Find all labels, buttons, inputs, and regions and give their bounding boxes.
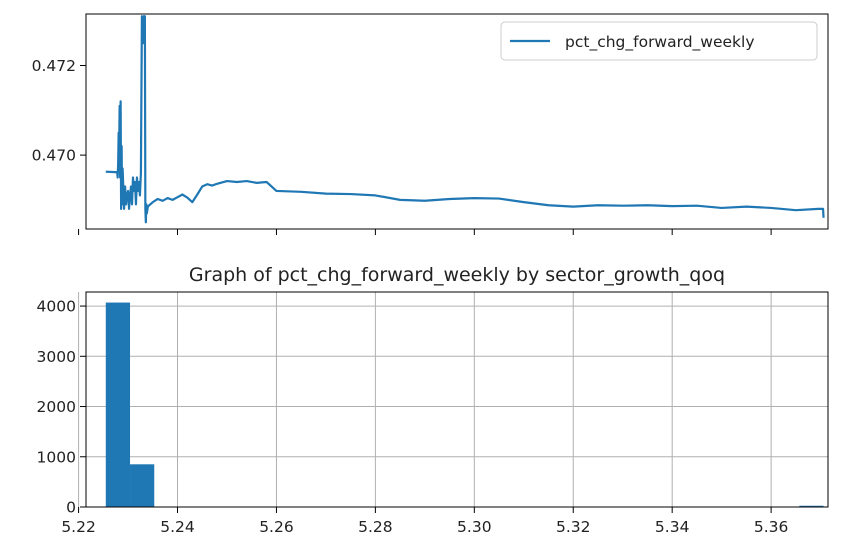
histogram-y-tick-label: 4000 [37, 298, 76, 316]
legend: pct_chg_forward_weekly [500, 21, 818, 61]
histogram-x-tick-label: 5.36 [754, 518, 789, 536]
line-chart-y-tick-label: 0.472 [32, 57, 76, 75]
histogram-bar [130, 464, 155, 507]
line-chart-frame [85, 13, 829, 230]
histogram-x-tick-label: 5.32 [556, 518, 591, 536]
histogram-y-tick-label: 1000 [37, 448, 76, 466]
line-chart-x-axis [78, 229, 772, 235]
legend-label: pct_chg_forward_weekly [565, 33, 755, 52]
histogram-bars [105, 302, 824, 507]
histogram-x-axis: 5.22 5.24 5.26 5.28 5.30 5.32 5.34 5.36 [61, 507, 788, 536]
histogram-background [86, 292, 828, 507]
histogram-x-tick-label: 5.34 [655, 518, 690, 536]
series-line-pct-chg-forward-weekly [105, 15, 825, 224]
line-chart-y-tick-label: 0.470 [32, 147, 76, 165]
histogram-x-tick-label: 5.26 [259, 518, 294, 536]
histogram-y-axis: 0 1000 2000 3000 4000 [37, 298, 86, 517]
histogram-frame [85, 291, 829, 508]
histogram-x-tick-label: 5.24 [160, 518, 195, 536]
histogram-bar [105, 302, 131, 507]
histogram-title: Graph of pct_chg_forward_weekly by secto… [189, 264, 725, 286]
histogram-bar [799, 505, 824, 507]
histogram-x-tick-label: 5.28 [358, 518, 393, 536]
line-chart-panel: 0.470 0.472 pct_chg_forward_weekly [32, 13, 829, 235]
histogram-x-tick-label: 5.22 [61, 518, 96, 536]
histogram-grid [78, 292, 828, 508]
histogram-panel: Graph of pct_chg_forward_weekly by secto… [37, 264, 829, 536]
legend-box [500, 21, 818, 61]
histogram-y-tick-label: 0 [66, 499, 76, 517]
histogram-x-tick-label: 5.30 [457, 518, 492, 536]
line-chart-y-axis: 0.470 0.472 [32, 57, 86, 165]
histogram-y-tick-label: 3000 [37, 348, 76, 366]
histogram-y-tick-label: 2000 [37, 398, 76, 416]
